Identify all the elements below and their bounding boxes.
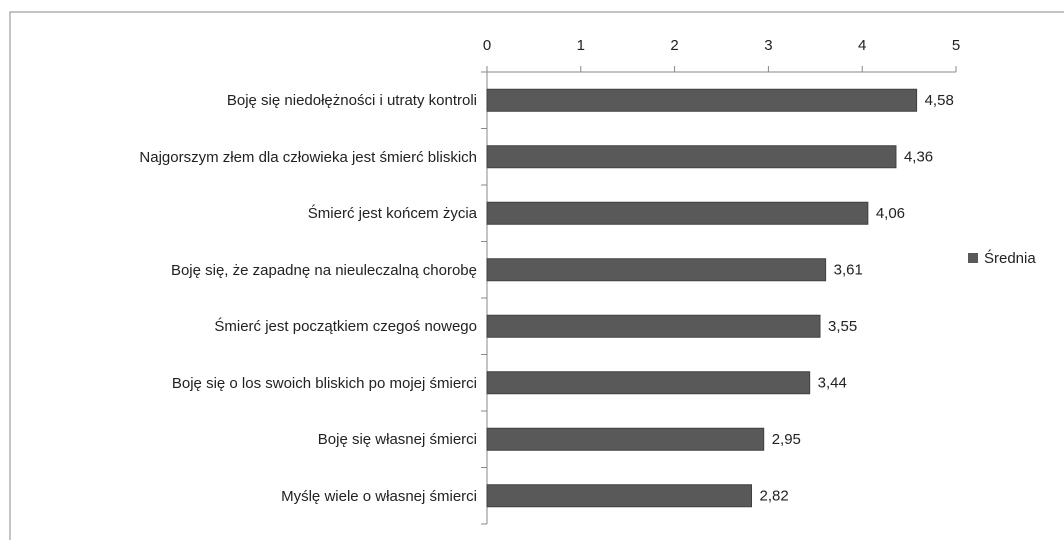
value-label: 2,82	[760, 488, 789, 505]
y-tick-label-text: Boję się, że zapadnę na nieuleczalną cho…	[170, 261, 477, 279]
legend-label: Średnia	[984, 249, 1036, 267]
y-tick-label: Boję się własnej śmierci	[57, 428, 477, 452]
value-label: 4,58	[925, 92, 954, 109]
y-tick-label-text: Najgorszym złem dla człowieka jest śmier…	[139, 148, 477, 166]
bar	[486, 145, 897, 169]
y-tick-label: Najgorszym złem dla człowieka jest śmier…	[57, 146, 477, 170]
value-label: 3,61	[834, 262, 863, 279]
value-label: 3,55	[828, 318, 857, 335]
bar	[486, 314, 821, 338]
y-tick-label: Boję się, że zapadnę na nieuleczalną cho…	[57, 259, 477, 283]
bar	[486, 258, 827, 282]
value-label: 4,06	[876, 205, 905, 222]
y-tick-label-text: Boję się o los swoich bliskich po mojej …	[171, 374, 477, 392]
bar	[486, 427, 765, 451]
value-label: 4,36	[904, 149, 933, 166]
x-tick-label: 3	[764, 37, 772, 54]
y-tick-label-text: Boję się niedołężności i utraty kontroli	[226, 92, 477, 110]
x-tick-label: 4	[858, 37, 866, 54]
legend-swatch	[968, 253, 978, 263]
y-tick-label-text: Boję się własnej śmierci	[317, 431, 477, 449]
y-tick-label: Śmierć jest końcem życia	[57, 202, 477, 226]
y-tick-label: Boję się niedołężności i utraty kontroli	[57, 89, 477, 113]
y-tick-label-text: Myślę wiele o własnej śmierci	[281, 487, 477, 505]
value-label: 2,95	[772, 431, 801, 448]
bar	[486, 201, 869, 225]
x-tick-label: 0	[483, 37, 491, 54]
x-tick-label: 2	[670, 37, 678, 54]
value-label: 3,44	[818, 375, 847, 392]
x-tick-label: 1	[577, 37, 585, 54]
x-tick-label: 5	[952, 37, 960, 54]
y-tick-label: Myślę wiele o własnej śmierci	[57, 485, 477, 509]
y-tick-label-text: Śmierć jest końcem życia	[307, 205, 477, 223]
bar	[486, 371, 811, 395]
y-tick-label-text: Śmierć jest początkiem czegoś nowego	[214, 318, 477, 336]
y-tick-label: Śmierć jest początkiem czegoś nowego	[57, 315, 477, 339]
y-tick-label: Boję się o los swoich bliskich po mojej …	[57, 372, 477, 396]
frame	[9, 11, 1064, 540]
bar	[486, 88, 918, 112]
bar	[486, 484, 753, 508]
